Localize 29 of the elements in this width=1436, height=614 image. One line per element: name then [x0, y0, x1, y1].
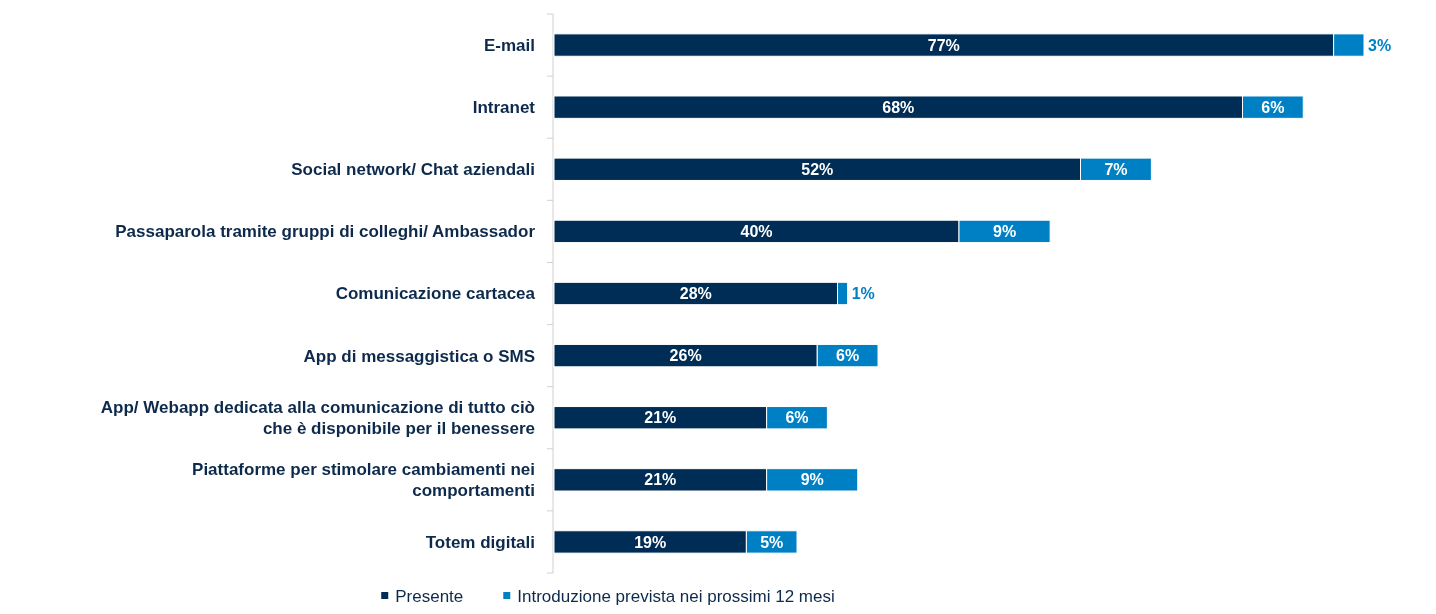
- data-label: 9%: [993, 222, 1017, 240]
- y-tick-label: App/ Webapp dedicata alla comunicazione di tutto ciò che è disponibile per il benessere: [100, 398, 535, 439]
- data-label: 77%: [927, 36, 960, 54]
- data-label: 6%: [836, 347, 860, 365]
- data-label: 19%: [634, 533, 667, 551]
- y-tick-label: Totem digitali: [425, 532, 535, 552]
- legend-label: Presente: [395, 586, 464, 606]
- y-tick-label: Piattaforme per stimolare cambiamenti nei comportamenti: [192, 460, 535, 501]
- data-label: 52%: [801, 160, 834, 178]
- data-label: 21%: [644, 409, 677, 427]
- data-label: 26%: [669, 347, 702, 365]
- data-label: 6%: [785, 409, 809, 427]
- data-label: 40%: [740, 222, 773, 240]
- data-label: 6%: [1261, 98, 1285, 116]
- data-label: 7%: [1104, 160, 1128, 178]
- y-tick-label: Intranet: [472, 98, 536, 118]
- y-tick-label: E-mail: [483, 36, 535, 56]
- y-tick-label: Passaparola tramite gruppi di colleghi/ Ambassador: [115, 222, 536, 242]
- data-label: 21%: [644, 471, 677, 489]
- legend-label: Introduzione prevista nei prossimi 12 mesi: [517, 586, 835, 606]
- data-label: 5%: [760, 533, 784, 551]
- y-tick-label: Social network/ Chat aziendali: [291, 160, 535, 180]
- data-label: 1%: [851, 285, 875, 303]
- data-label: 28%: [679, 285, 712, 303]
- data-label: 9%: [800, 471, 824, 489]
- y-tick-label: App di messaggistica o SMS: [303, 346, 535, 366]
- data-label: 68%: [882, 98, 915, 116]
- data-label: 3%: [1368, 36, 1392, 54]
- y-tick-label: Comunicazione cartacea: [335, 284, 536, 304]
